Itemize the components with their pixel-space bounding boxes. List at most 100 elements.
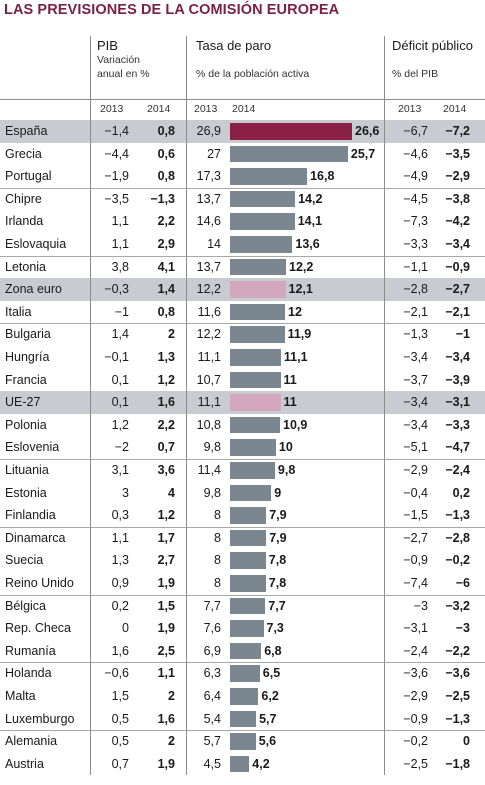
deficit-2014-value: −2,7 xyxy=(445,282,470,297)
deficit-2013-value: −4,5 xyxy=(403,191,428,206)
pib-2014-value: 0,8 xyxy=(157,304,175,319)
deficit-2014-value: −7,2 xyxy=(445,124,470,138)
deficit-2014-value: −1,3 xyxy=(445,711,470,726)
country-name: Luxemburgo xyxy=(5,711,75,726)
paro-2013-value: 11,1 xyxy=(197,350,221,364)
pib-2013-value: 1,6 xyxy=(111,643,129,658)
pib-2014-value: 2,5 xyxy=(157,643,175,658)
deficit-2014-value: −0,2 xyxy=(445,553,470,568)
table-row: Reino Unido 0,9 1,9 8 7,8 −7,4 −6 xyxy=(0,572,485,595)
deficit-2013-value: −3,4 xyxy=(403,395,428,410)
pib-2013-value: −3,5 xyxy=(104,191,129,206)
country-name: Bélgica xyxy=(5,598,46,613)
pib-2013-value: −0,1 xyxy=(104,350,129,364)
deficit-2014-value: −2,5 xyxy=(445,689,470,703)
deficit-2014-value: −2,9 xyxy=(445,169,470,184)
paro-2014-value: 12,1 xyxy=(288,282,313,297)
pib-2013-value: 3,1 xyxy=(111,463,129,477)
deficit-2013-value: −5,1 xyxy=(403,440,428,455)
paro-2014-bar xyxy=(230,236,293,253)
pib-year-2014: 2014 xyxy=(147,103,171,115)
deficit-subheader: % del PIB xyxy=(392,68,439,80)
deficit-2013-value: −2,1 xyxy=(403,304,428,319)
paro-2014-value: 5,6 xyxy=(258,734,277,749)
paro-2014-value: 6,8 xyxy=(264,643,282,658)
paro-2013-value: 11,1 xyxy=(197,395,221,410)
paro-2013-value: 11,6 xyxy=(197,304,221,319)
pib-2014-value: 1,2 xyxy=(157,508,175,523)
table-row: Bulgaria 1,4 2 12,2 11,9 −1,3 −1 xyxy=(0,323,485,346)
paro-2014-value: 12,2 xyxy=(289,259,314,274)
pib-2014-value: 1,9 xyxy=(157,576,175,590)
pib-2014-value: 2,7 xyxy=(157,553,175,568)
table-row: España −1,4 0,8 26,9 26,6 −6,7 −7,2 xyxy=(0,120,485,143)
deficit-2014-value: −3,9 xyxy=(445,372,470,387)
deficit-2013-value: −1,3 xyxy=(403,327,428,342)
paro-2014-bar xyxy=(230,394,281,411)
deficit-2014-value: −1,8 xyxy=(445,756,470,771)
paro-2014-bar xyxy=(230,552,266,569)
paro-2014-value: 7,3 xyxy=(266,621,284,636)
paro-2013-value: 14,6 xyxy=(196,214,221,229)
deficit-2014-value: −6 xyxy=(455,576,470,590)
paro-2014-value: 10,9 xyxy=(283,417,308,432)
pib-2014-value: 2 xyxy=(168,689,175,703)
paro-2014-bar xyxy=(230,326,285,343)
pib-2014-value: 1,9 xyxy=(157,756,175,771)
paro-2013-value: 6,9 xyxy=(203,643,221,658)
deficit-2013-value: −1,5 xyxy=(403,508,428,523)
paro-2014-bar xyxy=(230,145,348,163)
paro-2014-bar xyxy=(230,213,295,230)
pib-2014-value: 0,8 xyxy=(157,169,175,184)
paro-2013-value: 7,7 xyxy=(203,598,221,613)
deficit-2013-value: −2,4 xyxy=(403,643,428,658)
paro-2013-value: 8 xyxy=(214,576,221,590)
group-divider xyxy=(0,526,485,528)
deficit-2014-value: −1,3 xyxy=(445,508,470,523)
chart-title: LAS PREVISIONES DE LA COMISIÓN EUROPEA xyxy=(4,2,340,18)
pib-subheader-1: Variación xyxy=(97,54,140,66)
pib-2013-value: 0,3 xyxy=(111,508,129,523)
group-divider xyxy=(0,662,485,664)
table-row: Rep. Checa 0 1,9 7,6 7,3 −3,1 −3 xyxy=(0,617,485,640)
pib-2013-value: 1,2 xyxy=(111,417,129,432)
country-name: Lituania xyxy=(5,463,49,477)
group-divider xyxy=(0,594,485,596)
paro-2013-value: 12,2 xyxy=(196,282,221,297)
deficit-2013-value: −3,6 xyxy=(403,666,428,681)
paro-2014-value: 6,2 xyxy=(261,689,279,703)
paro-2013-value: 12,2 xyxy=(196,327,221,342)
paro-2014-value: 13,6 xyxy=(295,237,320,251)
header-divider xyxy=(0,99,485,100)
pib-2013-value: 0,7 xyxy=(111,756,129,771)
table-row: UE-27 0,1 1,6 11,1 11 −3,4 −3,1 xyxy=(0,391,485,414)
paro-2013-value: 8 xyxy=(214,530,221,545)
table-row: Hungría −0,1 1,3 11,1 11,1 −3,4 −3,4 xyxy=(0,346,485,369)
deficit-header: Déficit público xyxy=(392,38,473,53)
table-row: Italia −1 0,8 11,6 12 −2,1 −2,1 xyxy=(0,301,485,324)
table-row: Eslovaquia 1,1 2,9 14 13,6 −3,3 −3,4 xyxy=(0,233,485,256)
paro-2014-bar xyxy=(230,439,276,456)
pib-2013-value: 1,1 xyxy=(111,214,129,229)
table-row: Malta 1,5 2 6,4 6,2 −2,9 −2,5 xyxy=(0,685,485,708)
country-name: Eslovenia xyxy=(5,440,60,455)
country-name: Italia xyxy=(5,304,32,319)
pib-2014-value: 2 xyxy=(168,327,175,342)
table-row: Austria 0,7 1,9 4,5 4,2 −2,5 −1,8 xyxy=(0,753,485,776)
pib-2014-value: 1,6 xyxy=(157,711,175,726)
paro-2014-bar xyxy=(230,642,262,660)
deficit-2013-value: −2,9 xyxy=(403,689,428,703)
paro-2014-bar xyxy=(230,123,352,140)
deficit-2013-value: −0,4 xyxy=(403,485,428,500)
paro-2014-value: 11 xyxy=(283,372,297,387)
deficit-2014-value: −2,1 xyxy=(445,304,470,319)
deficit-2014-value: 0 xyxy=(463,734,470,749)
deficit-2013-value: −0,9 xyxy=(403,711,428,726)
paro-2014-bar xyxy=(230,755,250,773)
paro-2013-value: 10,8 xyxy=(196,417,221,432)
paro-2013-value: 13,7 xyxy=(196,259,221,274)
pib-2014-value: 1,7 xyxy=(157,530,175,545)
country-name: Malta xyxy=(5,689,36,703)
deficit-2013-value: −3,3 xyxy=(403,237,428,251)
country-name: Chipre xyxy=(5,191,42,206)
